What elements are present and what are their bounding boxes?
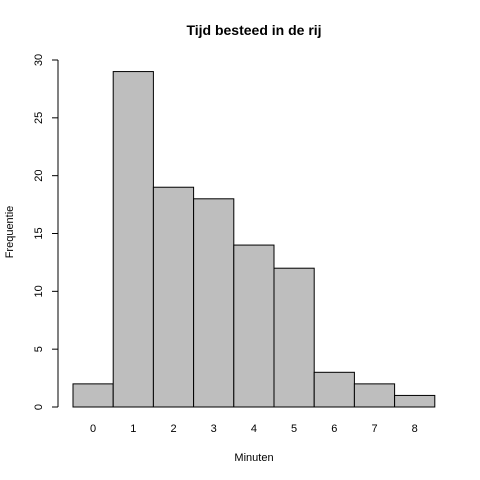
x-tick-label: 8 [412,423,418,435]
x-tick-label: 7 [371,423,377,435]
y-tick-label: 0 [33,404,45,410]
y-axis-label: Frequentie [4,206,16,259]
histogram-bar [112,71,154,408]
histogram-bar [233,244,275,408]
x-tick-label: 4 [251,423,257,435]
chart-title: Tijd besteed in de rij [186,22,321,38]
y-tick-label: 10 [33,285,45,297]
x-tick-label: 1 [130,423,136,435]
histogram-bar [152,186,195,408]
histogram-bar [353,383,396,408]
y-tick-label: 5 [33,346,45,352]
y-tick-label: 15 [33,227,45,239]
x-tick-label: 2 [170,423,176,435]
bars-group [72,71,436,408]
histogram-bar [394,394,436,408]
x-axis-label: Minuten [234,452,273,464]
y-tick-label: 25 [33,112,45,124]
x-axis-tick-labels: 0 1 2 3 4 5 6 7 8 [90,423,418,435]
histogram-bar [313,371,355,408]
x-tick-label: 5 [291,423,297,435]
histogram-bar [193,198,235,408]
y-axis: 0 5 10 15 20 25 30 [33,54,59,410]
x-tick-label: 6 [331,423,337,435]
histogram-bar [72,383,114,408]
x-tick-label: 0 [90,423,96,435]
x-tick-label: 3 [211,423,217,435]
y-tick-label: 20 [33,170,45,182]
histogram-bar [273,267,315,408]
y-tick-label: 30 [33,54,45,66]
